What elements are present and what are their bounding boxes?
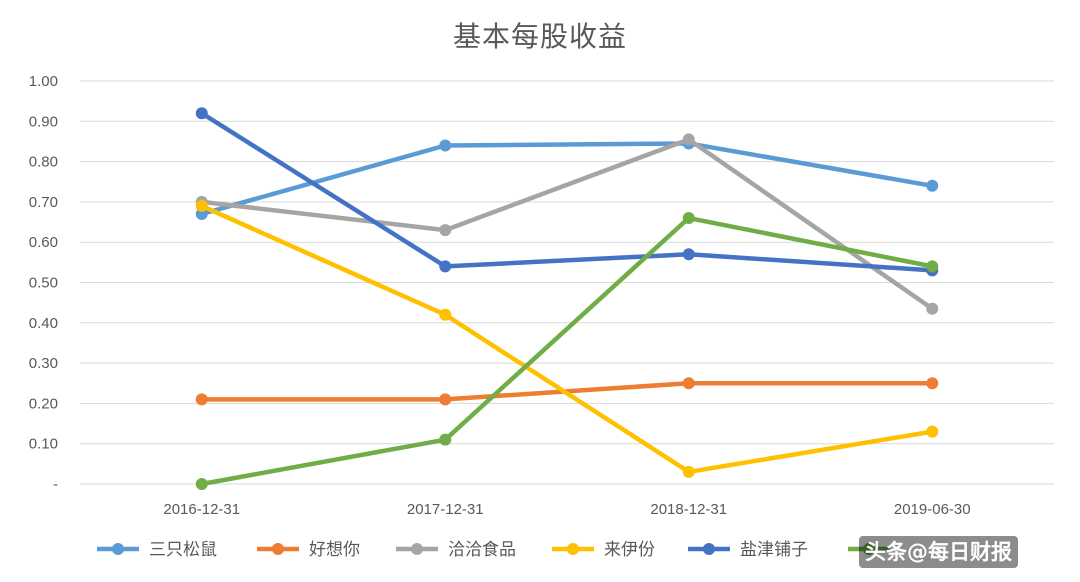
x-tick-label: 2019-06-30	[894, 501, 971, 518]
data-point	[926, 302, 939, 315]
legend-marker	[567, 543, 579, 555]
legend-entry: 洽洽食品	[396, 540, 516, 560]
legend-marker	[863, 543, 875, 555]
svg-text:头条@每日财报: 头条@每日财报	[865, 540, 1012, 564]
gridlines	[80, 80, 1054, 485]
legend-label: 好想你	[309, 540, 360, 560]
y-tick-label: 1.00	[29, 73, 58, 90]
data-point	[195, 393, 208, 406]
chart-title: 基本每股收益	[453, 20, 627, 53]
series-line	[199, 203, 935, 475]
data-point	[682, 133, 695, 146]
y-tick-label: 0.10	[29, 436, 58, 453]
y-tick-label: -	[53, 476, 58, 493]
y-tick-label: 0.50	[29, 275, 58, 292]
legend-label: 来伊份	[604, 540, 655, 560]
watermark: 头条@每日财报	[859, 536, 1018, 568]
legend: 三只松鼠 好想你 洽洽食品 来伊份 盐津铺子	[97, 540, 890, 560]
y-tick-label: 0.70	[29, 194, 58, 211]
legend-marker	[411, 543, 423, 555]
series-洽洽食品	[195, 133, 939, 315]
watermark-backdrop	[859, 536, 1018, 568]
legend-label: 三只松鼠	[149, 540, 217, 560]
data-point	[439, 308, 452, 321]
series-line	[199, 215, 935, 487]
x-tick-label: 2016-12-31	[163, 501, 240, 518]
watermark-handle: @每日财报	[907, 540, 1012, 564]
legend-label: 洽洽食品	[448, 540, 516, 560]
legend-entry: 好想你	[257, 540, 360, 560]
x-tick-label: 2017-12-31	[407, 501, 484, 518]
data-point	[926, 179, 939, 192]
x-tick-label: 2018-12-31	[650, 501, 727, 518]
legend-marker	[703, 543, 715, 555]
x-axis-tick-labels: 2016-12-31 2017-12-31 2018-12-31 2019-06-30	[163, 501, 970, 518]
y-tick-label: 0.30	[29, 355, 58, 372]
data-point	[195, 199, 208, 212]
data-point	[439, 139, 452, 152]
y-axis-tick-labels: - 0.10 0.20 0.30 0.40 0.50 0.60 0.70 0.80 0.90 1.0…	[29, 73, 58, 493]
legend-entry: 盐津铺子	[688, 540, 808, 560]
series-line	[199, 137, 935, 311]
data-point	[926, 260, 939, 273]
y-tick-label: 0.40	[29, 315, 58, 332]
series-line	[199, 141, 935, 217]
legend-entry	[848, 543, 890, 555]
legend-entry: 三只松鼠	[97, 540, 217, 560]
data-point	[682, 212, 695, 225]
series-lines	[195, 107, 939, 490]
y-tick-label: 0.90	[29, 113, 58, 130]
series-来伊份	[195, 199, 939, 478]
data-point	[682, 465, 695, 478]
series-unlabeled	[195, 212, 939, 490]
data-point	[439, 260, 452, 273]
data-point	[439, 393, 452, 406]
series-line	[199, 110, 935, 273]
data-point	[926, 425, 939, 438]
data-point	[926, 377, 939, 390]
data-point	[682, 248, 695, 261]
data-point	[195, 478, 208, 490]
data-point	[682, 377, 695, 390]
legend-label: 盐津铺子	[740, 540, 808, 560]
y-tick-label: 0.80	[29, 154, 58, 171]
y-tick-label: 0.60	[29, 234, 58, 251]
data-point	[195, 107, 208, 120]
data-point	[439, 224, 452, 237]
legend-entry: 来伊份	[552, 540, 655, 560]
legend-marker	[112, 543, 124, 555]
watermark-prefix: 头条	[865, 540, 908, 564]
legend-marker	[272, 543, 284, 555]
y-tick-label: 0.20	[29, 395, 58, 412]
data-point	[439, 433, 452, 446]
